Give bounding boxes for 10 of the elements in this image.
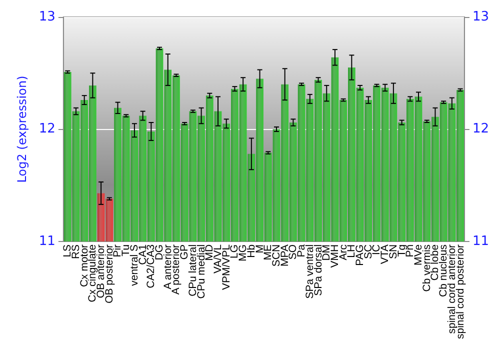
y-tick-label: 13 <box>38 10 56 24</box>
y2-tick-label: 11 <box>472 234 490 249</box>
x-tick-label: RS <box>70 244 82 260</box>
y2-tick-label: 13 <box>472 10 490 24</box>
y-tick-label: 11 <box>38 234 56 249</box>
x-tick-label: spinal cord posterior <box>454 244 466 339</box>
x-tick-label: Tg <box>396 244 408 257</box>
y-axis-title: Log2 (expression) <box>15 76 29 183</box>
y-tick-label: 12 <box>38 122 56 137</box>
y2-tick-label: 12 <box>472 122 490 137</box>
